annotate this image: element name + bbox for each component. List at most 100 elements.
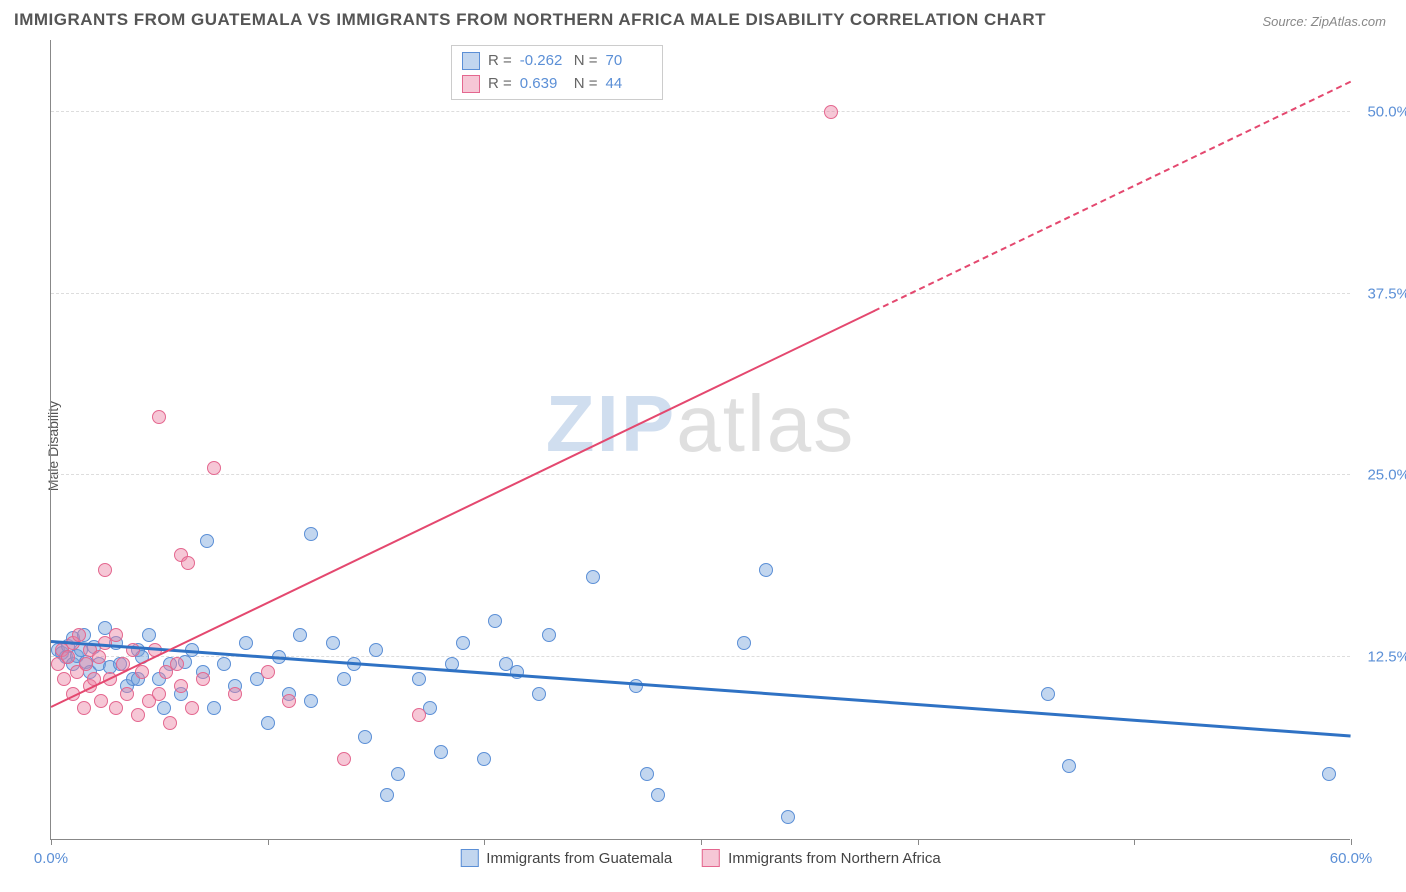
data-point-nafrica — [174, 679, 188, 693]
data-point-guatemala — [293, 628, 307, 642]
swatch-nafrica — [462, 75, 480, 93]
data-point-guatemala — [380, 788, 394, 802]
data-point-nafrica — [185, 701, 199, 715]
data-point-nafrica — [412, 708, 426, 722]
stat-label-n: N = — [574, 50, 598, 73]
data-point-guatemala — [456, 636, 470, 650]
gridline-h — [51, 474, 1350, 475]
legend-row-nafrica: R = 0.639 N = 44 — [462, 73, 652, 96]
data-point-guatemala — [781, 810, 795, 824]
x-tick — [51, 839, 52, 845]
legend-label-guatemala: Immigrants from Guatemala — [486, 850, 672, 867]
stat-r-nafrica: 0.639 — [520, 73, 566, 96]
correlation-chart: IMMIGRANTS FROM GUATEMALA VS IMMIGRANTS … — [0, 0, 1406, 892]
data-point-guatemala — [217, 657, 231, 671]
y-tick-label: 25.0% — [1355, 467, 1406, 484]
x-tick — [484, 839, 485, 845]
data-point-nafrica — [282, 694, 296, 708]
data-point-nafrica — [824, 105, 838, 119]
data-point-nafrica — [61, 650, 75, 664]
x-tick — [918, 839, 919, 845]
source-label: Source: — [1262, 14, 1310, 29]
data-point-nafrica — [109, 628, 123, 642]
data-point-guatemala — [1041, 687, 1055, 701]
data-point-guatemala — [157, 701, 171, 715]
trendline-extrapolated — [874, 81, 1352, 312]
data-point-guatemala — [358, 730, 372, 744]
data-point-nafrica — [181, 556, 195, 570]
data-point-nafrica — [152, 410, 166, 424]
x-tick — [1351, 839, 1352, 845]
data-point-guatemala — [586, 570, 600, 584]
swatch-guatemala — [462, 52, 480, 70]
data-point-nafrica — [170, 657, 184, 671]
data-point-nafrica — [77, 701, 91, 715]
data-point-nafrica — [98, 563, 112, 577]
legend-item-nafrica: Immigrants from Northern Africa — [702, 849, 941, 867]
data-point-guatemala — [304, 527, 318, 541]
data-point-nafrica — [135, 665, 149, 679]
legend-series: Immigrants from Guatemala Immigrants fro… — [460, 849, 940, 867]
y-tick-label: 50.0% — [1355, 103, 1406, 120]
legend-label-nafrica: Immigrants from Northern Africa — [728, 850, 941, 867]
y-tick-label: 12.5% — [1355, 649, 1406, 666]
data-point-guatemala — [412, 672, 426, 686]
gridline-h — [51, 293, 1350, 294]
data-point-guatemala — [369, 643, 383, 657]
swatch-nafrica — [702, 849, 720, 867]
legend-row-guatemala: R = -0.262 N = 70 — [462, 50, 652, 73]
data-point-guatemala — [304, 694, 318, 708]
gridline-h — [51, 111, 1350, 112]
swatch-guatemala — [460, 849, 478, 867]
data-point-guatemala — [326, 636, 340, 650]
data-point-guatemala — [651, 788, 665, 802]
data-point-guatemala — [542, 628, 556, 642]
data-point-nafrica — [79, 657, 93, 671]
data-point-guatemala — [640, 767, 654, 781]
data-point-guatemala — [261, 716, 275, 730]
legend-stats-box: R = -0.262 N = 70 R = 0.639 N = 44 — [451, 45, 663, 100]
data-point-guatemala — [477, 752, 491, 766]
watermark: ZIPatlas — [546, 378, 855, 470]
legend-item-guatemala: Immigrants from Guatemala — [460, 849, 672, 867]
data-point-guatemala — [434, 745, 448, 759]
data-point-guatemala — [200, 534, 214, 548]
x-tick-label: 0.0% — [34, 850, 68, 867]
data-point-nafrica — [261, 665, 275, 679]
x-tick — [268, 839, 269, 845]
plot-area: ZIPatlas R = -0.262 N = 70 R = 0.639 N =… — [50, 40, 1350, 840]
data-point-nafrica — [92, 650, 106, 664]
data-point-nafrica — [109, 701, 123, 715]
stat-r-guatemala: -0.262 — [520, 50, 566, 73]
data-point-nafrica — [131, 708, 145, 722]
data-point-guatemala — [759, 563, 773, 577]
data-point-guatemala — [337, 672, 351, 686]
stat-n-guatemala: 70 — [606, 50, 652, 73]
data-point-nafrica — [152, 687, 166, 701]
trendline — [51, 640, 1351, 737]
data-point-nafrica — [207, 461, 221, 475]
data-point-guatemala — [142, 628, 156, 642]
data-point-guatemala — [1062, 759, 1076, 773]
data-point-guatemala — [391, 767, 405, 781]
data-point-nafrica — [337, 752, 351, 766]
watermark-zip: ZIP — [546, 379, 676, 468]
chart-title: IMMIGRANTS FROM GUATEMALA VS IMMIGRANTS … — [14, 10, 1046, 30]
data-point-guatemala — [1322, 767, 1336, 781]
data-point-guatemala — [532, 687, 546, 701]
data-point-nafrica — [196, 672, 210, 686]
data-point-guatemala — [737, 636, 751, 650]
data-point-nafrica — [163, 716, 177, 730]
data-point-guatemala — [239, 636, 253, 650]
stat-label-r: R = — [488, 50, 512, 73]
data-point-nafrica — [228, 687, 242, 701]
source-value: ZipAtlas.com — [1311, 14, 1386, 29]
data-point-guatemala — [488, 614, 502, 628]
stat-label-n: N = — [574, 73, 598, 96]
data-point-nafrica — [72, 628, 86, 642]
x-tick-label: 60.0% — [1330, 850, 1373, 867]
source-attribution: Source: ZipAtlas.com — [1262, 14, 1386, 29]
stat-label-r: R = — [488, 73, 512, 96]
data-point-nafrica — [94, 694, 108, 708]
data-point-guatemala — [207, 701, 221, 715]
